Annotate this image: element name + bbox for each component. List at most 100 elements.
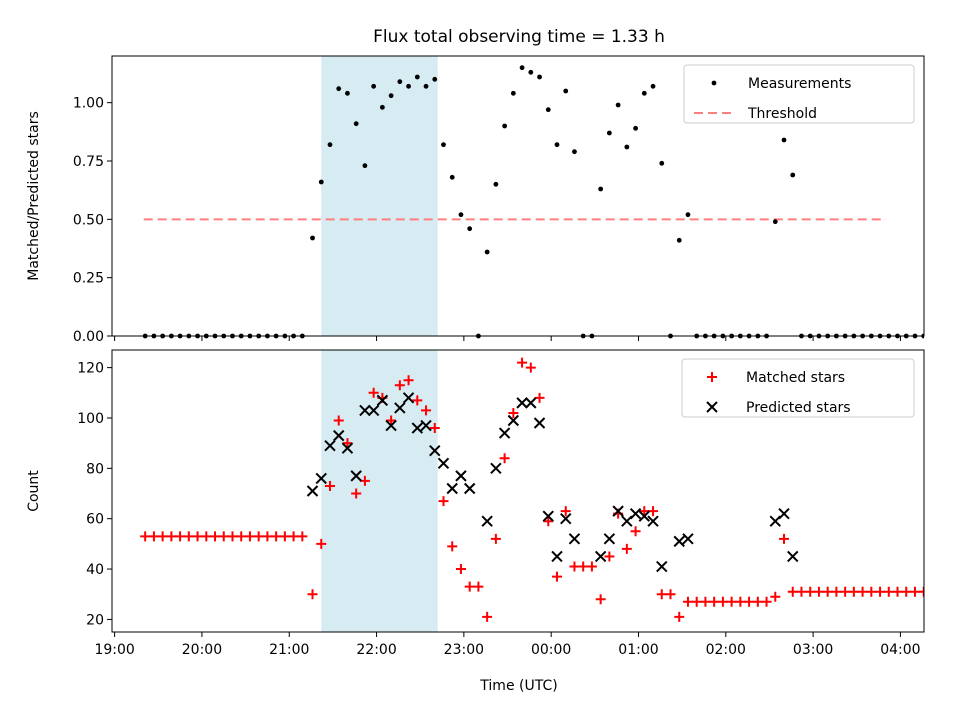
matched-star-point: [288, 531, 299, 542]
matched-star-point: [682, 596, 693, 607]
x-tick-label: 22:00: [356, 642, 396, 658]
predicted-star-point: [516, 397, 528, 409]
matched-star-point: [140, 531, 151, 542]
measurement-point: [781, 137, 787, 143]
matched-star-point: [412, 395, 423, 406]
matched-star-point: [148, 531, 159, 542]
predicted-star-point: [350, 470, 362, 482]
measurement-point: [554, 142, 560, 148]
matched-star-point: [307, 589, 318, 600]
matched-star-point: [909, 586, 920, 597]
measurement-point: [397, 79, 403, 85]
y-tick-label: 40: [86, 562, 104, 578]
measurement-point: [641, 90, 647, 96]
y-tick-label: 0.50: [73, 212, 104, 228]
matched-star-point: [700, 596, 711, 607]
matched-star-point: [253, 531, 264, 542]
measurement-point: [449, 174, 455, 180]
measurement-point: [563, 88, 569, 94]
measurement-point: [310, 235, 315, 241]
measurement-point: [519, 65, 525, 71]
measurement-point: [484, 249, 490, 255]
matched-star-point: [236, 531, 247, 542]
measurement-point: [467, 226, 473, 232]
predicted-star-point: [376, 394, 389, 407]
count-y-axis-label: Count: [26, 470, 42, 512]
matched-star-point: [927, 587, 937, 597]
predicted-star-point: [498, 427, 511, 439]
measurement-point: [545, 107, 551, 113]
legend-label: Threshold: [747, 106, 817, 122]
measurement-point: [650, 83, 656, 89]
matched-star-point: [534, 392, 545, 403]
matched-star-point: [779, 533, 790, 544]
highlight-span: [321, 350, 438, 632]
predicted-star-point: [525, 397, 537, 409]
x-tick-label: 23:00: [444, 642, 484, 658]
predicted-star-point: [429, 445, 441, 457]
predicted-star-point: [341, 442, 354, 454]
matched-star-point: [342, 438, 353, 449]
matched-star-point: [525, 362, 536, 373]
measurement-point: [624, 144, 630, 150]
predicted-star-point: [629, 507, 642, 520]
matched-star-point: [227, 531, 238, 542]
y-tick-label: 1.00: [73, 96, 104, 112]
legend-box: [683, 64, 915, 124]
matched-star-point: [761, 596, 772, 607]
predicted-star-point: [594, 550, 607, 563]
y-tick-label: 100: [77, 411, 104, 427]
measurement-point: [685, 212, 691, 218]
matched-star-point: [656, 589, 667, 600]
measurement-point: [772, 219, 778, 225]
predicted-star-point: [682, 533, 694, 545]
matched-star-point: [813, 586, 824, 597]
predicted-star-point: [673, 535, 685, 548]
measurement-point: [441, 142, 446, 148]
matched-star-point: [210, 531, 221, 542]
predicted-star-point: [481, 515, 493, 527]
matched-star-point: [490, 533, 501, 544]
matched-star-point: [560, 506, 571, 517]
measurement-point: [598, 186, 604, 192]
matched-star-point: [709, 596, 720, 607]
matched-star-point: [262, 531, 273, 542]
matched-star-point: [279, 531, 290, 542]
matched-star-point: [464, 581, 475, 592]
ratio-y-axis-label: Matched/Predicted stars: [26, 111, 42, 281]
predicted-star-point: [612, 505, 624, 517]
predicted-star-point: [638, 510, 651, 522]
x-tick-label: 03:00: [793, 642, 833, 658]
matched-star-point: [316, 538, 327, 549]
x-tick-label: 19:00: [94, 642, 134, 658]
ratio-legend: Measurements Threshold: [683, 64, 915, 124]
predicted-star-point: [367, 404, 380, 417]
measurement-point: [379, 104, 385, 110]
measurement-point: [956, 334, 960, 339]
measurement-point: [423, 83, 429, 89]
measurement-point: [633, 125, 638, 131]
measurement-point: [615, 102, 621, 108]
predicted-star-point: [324, 439, 336, 452]
measurement-point: [388, 93, 394, 99]
matched-star-point: [717, 596, 728, 607]
ratio-panel: 0.00 0.25 0.50 0.75 1.00 Matched/Predicted s…: [26, 55, 960, 345]
matched-star-point: [604, 551, 615, 562]
legend-marker-predicted: [706, 401, 718, 413]
matched-star-point: [508, 407, 519, 418]
matched-star-point: [473, 581, 484, 592]
measurement-point: [939, 334, 944, 339]
predicted-star-point: [560, 512, 572, 525]
matched-star-point: [482, 611, 493, 622]
measurement-point: [930, 334, 935, 339]
matched-star-point: [368, 387, 379, 398]
measurement-point: [318, 179, 324, 185]
matched-star-point: [857, 586, 868, 597]
predicted-star-point: [402, 392, 415, 404]
matched-star-point: [630, 526, 641, 537]
matched-star-point: [892, 586, 903, 597]
matched-star-point: [936, 587, 946, 597]
matched-star-point: [901, 586, 912, 597]
measurement-point: [336, 86, 342, 92]
